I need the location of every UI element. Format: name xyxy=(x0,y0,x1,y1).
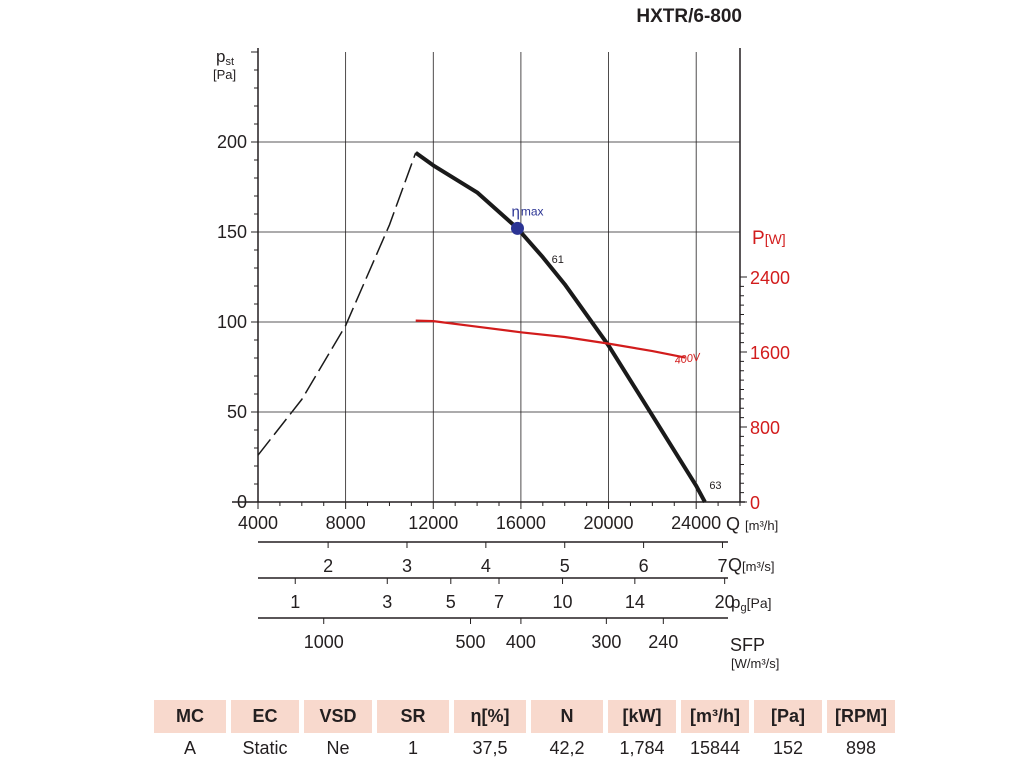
secondary-scale-tick-label: 240 xyxy=(648,632,678,652)
y-left-tick-label: 100 xyxy=(217,312,247,332)
specs-header-cell: N xyxy=(531,700,603,733)
y-left-axis-unit: [Pa] xyxy=(213,67,236,82)
chart-grid xyxy=(258,52,740,502)
x-axis-unit: [m³/h] xyxy=(745,518,778,533)
y-right-axis-label: P[W] xyxy=(752,228,786,249)
secondary-scale-tick-label: 3 xyxy=(402,556,412,576)
eta-max-label-sub: max xyxy=(521,204,544,218)
power-curve xyxy=(415,319,686,359)
specs-header-row: MC EC VSD SR η[%] N [kW] [m³/h] [Pa] [RPM] xyxy=(154,700,895,733)
specs-value-cell: Static xyxy=(242,737,288,758)
specs-header-cell: [kW] xyxy=(608,700,676,733)
secondary-scale-tick-label: 3 xyxy=(382,592,392,612)
specs-value-cell: 37,5 xyxy=(472,737,508,758)
specs-value-cell: 42,2 xyxy=(549,737,585,758)
specs-header-cell: [RPM] xyxy=(827,700,895,733)
x-tick-label: 8000 xyxy=(326,513,366,533)
y-left-tick-label: 150 xyxy=(217,222,247,242)
x-tick-label: 4000 xyxy=(238,513,278,533)
eta-max-label: ηmax xyxy=(511,203,543,220)
y-left-axis-label: pst xyxy=(216,47,234,68)
secondary-scale-tick-label: 10 xyxy=(553,592,573,612)
pressure-curve xyxy=(414,151,707,503)
y-left-axis-label-sub: st xyxy=(225,56,234,68)
x-tick-label: 16000 xyxy=(496,513,546,533)
secondary-scale-tick-label: 20 xyxy=(715,592,735,612)
x-tick-label: 20000 xyxy=(584,513,634,533)
x-axis-label: Q [m³/h] xyxy=(726,514,778,534)
secondary-scale-tick-label: 14 xyxy=(625,592,645,612)
secondary-scale-tick-label: 300 xyxy=(591,632,621,652)
secondary-scale-tick-label: 7 xyxy=(717,556,727,576)
pg-scale-unit: [Pa] xyxy=(747,595,772,611)
pg-scale-label-sub: g xyxy=(740,602,746,614)
power-curve-label: 400V xyxy=(674,351,703,367)
chart-labels: 0 50 100 150 200 0 800 1600 2400 4000 8000 12000 160… xyxy=(213,47,790,534)
sfp-scale-label: SFP xyxy=(730,635,765,655)
sfp-scale-unit: [W/m³/s] xyxy=(731,656,779,671)
specs-header-cell: [Pa] xyxy=(754,700,822,733)
pressure-curve-unstable xyxy=(257,152,417,456)
q-m3s-scale-label: Q[m³/s] xyxy=(728,555,775,575)
model-title: HXTR/6-800 xyxy=(636,6,742,27)
specs-header-cell: EC xyxy=(231,700,299,733)
y-right-axis-unit: [W] xyxy=(765,231,786,247)
specs-value-cell: 152 xyxy=(772,737,804,758)
pg-scale-label: pg[Pa] xyxy=(731,593,772,614)
secondary-scale-tick-label: 400 xyxy=(506,632,536,652)
curve-label-61: 61 xyxy=(552,254,564,266)
chart-curves xyxy=(257,151,707,503)
y-right-tick-label: 800 xyxy=(750,418,780,438)
y-left-tick-label: 50 xyxy=(227,402,247,422)
specs-value-row: A Static Ne 1 37,5 42,2 1,784 15844 152 898 xyxy=(154,733,895,763)
secondary-scale-tick-label: 500 xyxy=(455,632,485,652)
specs-header-cell: VSD xyxy=(304,700,372,733)
secondary-scales: 2 3 4 5 6 7 1 3 5 7 10 14 20 1000 500 400 300 240 Q[m³/s] p… xyxy=(258,541,779,671)
secondary-scale-tick-label: 1 xyxy=(290,592,300,612)
specs-header-cell: [m³/h] xyxy=(681,700,749,733)
secondary-scale-tick-label: 5 xyxy=(446,592,456,612)
chart-axes xyxy=(232,48,747,509)
x-tick-label: 12000 xyxy=(408,513,458,533)
specs-value-cell: 898 xyxy=(845,737,877,758)
specs-value-cell: 1,784 xyxy=(619,737,665,758)
y-left-tick-label: 200 xyxy=(217,132,247,152)
secondary-scale-tick-label: 4 xyxy=(481,556,491,576)
secondary-scale-tick-label: 5 xyxy=(560,556,570,576)
q-m3s-scale-unit: [m³/s] xyxy=(742,559,775,574)
specs-header-cell: MC xyxy=(154,700,226,733)
specs-header-cell: η[%] xyxy=(454,700,526,733)
specs-value-cell: 1 xyxy=(407,737,418,758)
specs-value-cell: Ne xyxy=(326,737,350,758)
specs-header-cell: SR xyxy=(377,700,449,733)
secondary-scale-tick-label: 6 xyxy=(639,556,649,576)
y-right-tick-label: 1600 xyxy=(750,343,790,363)
specs-value-cell: 15844 xyxy=(689,737,741,758)
secondary-scale-tick-label: 7 xyxy=(494,592,504,612)
y-right-tick-label: 2400 xyxy=(750,268,790,288)
x-tick-label: 24000 xyxy=(671,513,721,533)
eta-max-marker xyxy=(510,221,524,235)
y-left-tick-label: 0 xyxy=(237,492,247,512)
curve-label-63: 63 xyxy=(709,480,721,492)
secondary-scale-tick-label: 2 xyxy=(323,556,333,576)
secondary-scale-tick-label: 1000 xyxy=(304,632,344,652)
specs-table: MC EC VSD SR η[%] N [kW] [m³/h] [Pa] [RPM] A Stati… xyxy=(149,700,900,763)
y-right-tick-label: 0 xyxy=(750,493,760,513)
specs-value-cell: A xyxy=(183,737,196,758)
